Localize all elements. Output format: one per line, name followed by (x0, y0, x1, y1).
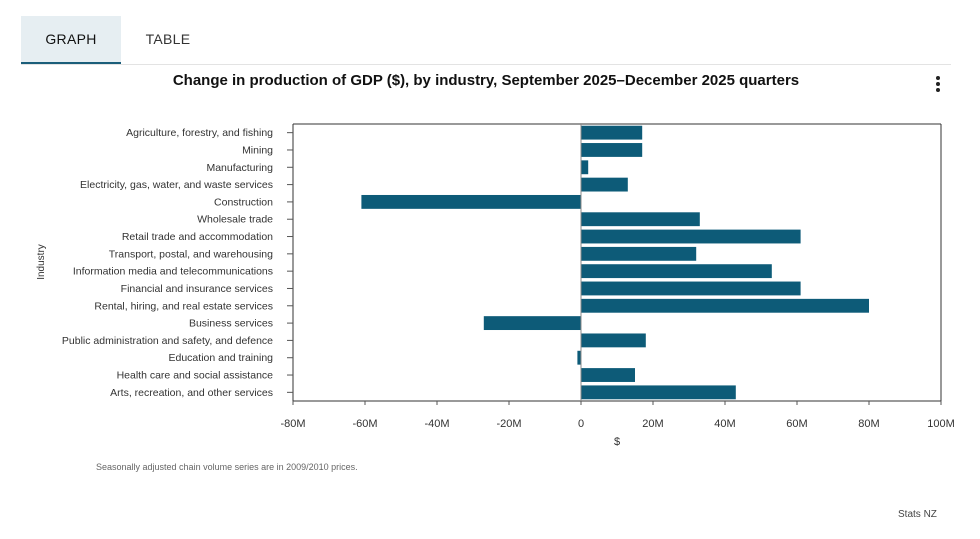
category-label: Retail trade and accommodation (122, 231, 273, 243)
footnote: Seasonally adjusted chain volume series … (96, 462, 358, 472)
category-label: Transport, postal, and warehousing (109, 248, 273, 260)
category-label: Information media and telecommunications (73, 266, 273, 278)
bar[interactable] (483, 316, 581, 331)
bar[interactable] (581, 298, 869, 313)
bar[interactable] (581, 212, 700, 227)
category-label: Electricity, gas, water, and waste servi… (80, 179, 273, 191)
x-tick-label: -60M (352, 418, 377, 430)
chart-title: Change in production of GDP ($), by indu… (172, 72, 800, 89)
category-label: Rental, hiring, and real estate services (94, 300, 273, 312)
category-label: Business services (189, 318, 273, 330)
tab-graph[interactable]: GRAPH (21, 16, 121, 64)
x-tick-label: -20M (496, 418, 521, 430)
bar[interactable] (581, 368, 635, 382)
x-tick-label: 80M (858, 418, 879, 430)
category-label: Mining (242, 144, 273, 156)
bar[interactable] (361, 194, 581, 209)
x-tick-label: 60M (786, 418, 807, 430)
category-label: Wholesale trade (197, 214, 273, 226)
bar[interactable] (581, 229, 801, 244)
bar[interactable] (581, 281, 801, 296)
bar[interactable] (581, 143, 643, 157)
x-tick-label: -80M (280, 418, 305, 430)
x-axis-label: $ (614, 436, 620, 448)
category-label: Agriculture, forestry, and fishing (126, 127, 273, 139)
category-label: Education and training (169, 352, 274, 364)
bar[interactable] (581, 246, 697, 261)
bar[interactable] (581, 125, 643, 140)
x-tick-label: 0 (578, 418, 584, 430)
bar[interactable] (577, 350, 581, 365)
category-label: Financial and insurance services (121, 283, 273, 295)
y-axis-label: Industry (36, 244, 47, 280)
bar[interactable] (581, 385, 736, 400)
view-tabs: GRAPH TABLE (21, 16, 951, 65)
bar[interactable] (581, 333, 646, 348)
x-tick-label: -40M (424, 418, 449, 430)
bar[interactable] (581, 264, 772, 279)
credits: Stats NZ (898, 509, 937, 520)
kebab-menu-icon[interactable] (928, 74, 948, 96)
category-label: Construction (214, 196, 273, 208)
tab-table[interactable]: TABLE (145, 31, 191, 47)
bar[interactable] (581, 177, 628, 192)
x-tick-label: 20M (642, 418, 663, 430)
category-label: Arts, recreation, and other services (110, 387, 273, 399)
x-tick-label: 40M (714, 418, 735, 430)
category-label: Health care and social assistance (117, 370, 274, 382)
x-tick-label: 100M (927, 418, 955, 430)
bar[interactable] (581, 160, 589, 175)
category-label: Manufacturing (206, 162, 273, 174)
category-label: Public administration and safety, and de… (62, 335, 273, 347)
